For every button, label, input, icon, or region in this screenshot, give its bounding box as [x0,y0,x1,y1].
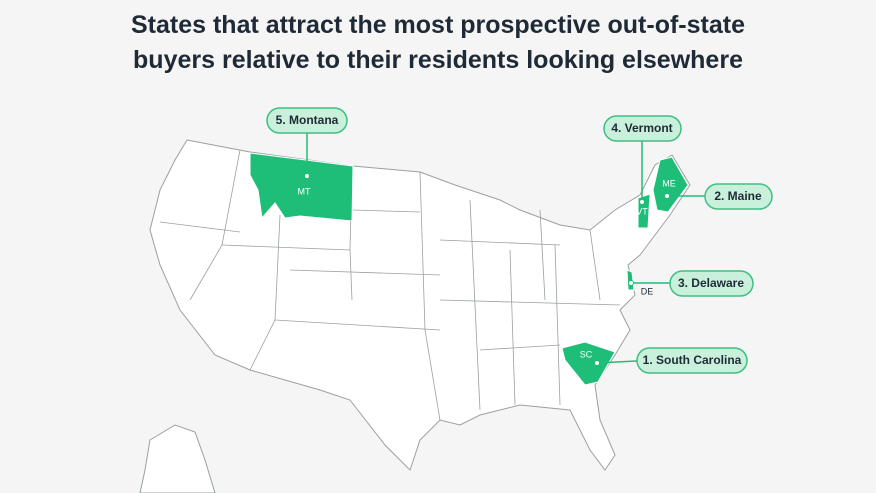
callout-label: 3. Delaware [678,276,744,290]
callout-label: 1. South Carolina [643,353,742,367]
title-line: States that attract the most prospective… [131,11,745,39]
state-abbr: VT [636,206,648,216]
state-dot [664,193,670,199]
leader-line [596,360,638,364]
state-abbr: MT [298,186,311,196]
state-dot [304,173,310,179]
state-south-carolina [561,341,616,386]
callout: 2. Maine [704,183,773,210]
callout-label: 5. Montana [276,113,339,127]
title-line: buyers relative to their residents looki… [133,46,743,74]
callout: 1. South Carolina [636,347,748,374]
us-outline [149,139,691,471]
state-abbr: ME [662,178,676,188]
callout: 5. Montana [266,107,348,134]
state-abbr: SC [580,349,593,359]
state-dot [628,280,634,286]
callout-label: 4. Vermont [611,121,672,135]
state-maine [652,156,689,213]
state-dot [639,199,645,205]
callout: 4. Vermont [603,115,682,142]
callout: 3. Delaware [669,270,754,297]
state-abbr: DE [641,286,654,296]
state-montana [249,152,354,222]
callout-label: 2. Maine [714,189,762,203]
state-dot [594,360,600,366]
alaska-outline [139,424,216,493]
